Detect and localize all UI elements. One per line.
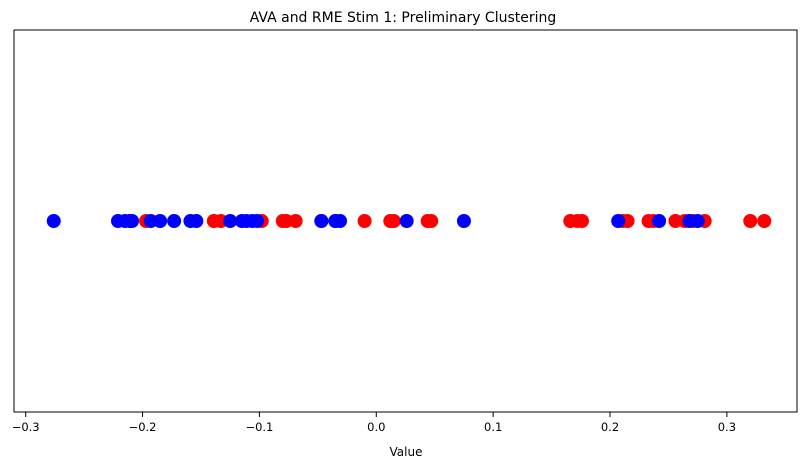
data-point <box>574 214 589 228</box>
data-point <box>386 214 401 228</box>
x-tick-label: 0.0 <box>367 420 385 434</box>
data-point <box>424 214 439 228</box>
data-point <box>357 214 372 228</box>
data-point <box>652 214 667 228</box>
plot-area-frame <box>13 29 798 413</box>
x-axis: −0.3 −0.2 −0.1 0.0 0.1 0.2 0.3 <box>12 412 736 434</box>
data-point <box>189 214 204 228</box>
data-point <box>611 214 626 228</box>
data-point <box>743 214 758 228</box>
data-point <box>456 214 471 228</box>
data-point <box>153 214 168 228</box>
data-point <box>125 214 140 228</box>
data-point <box>250 214 265 228</box>
x-tick-label: −0.2 <box>129 420 157 434</box>
x-tick-label: −0.1 <box>245 420 273 434</box>
data-point <box>399 214 414 228</box>
chart-title: AVA and RME Stim 1: Preliminary Clusteri… <box>250 10 557 26</box>
data-point <box>167 214 182 228</box>
data-point <box>333 214 348 228</box>
x-tick-label: 0.2 <box>601 420 619 434</box>
x-tick-label: 0.1 <box>484 420 502 434</box>
data-point <box>46 214 61 228</box>
x-tick-label: 0.3 <box>718 420 736 434</box>
data-points <box>46 214 772 228</box>
data-point <box>288 214 303 228</box>
data-point <box>223 214 238 228</box>
x-tick-label: −0.3 <box>12 420 40 434</box>
x-axis-label: Value <box>390 445 423 459</box>
data-point <box>757 214 772 228</box>
data-point <box>314 214 329 228</box>
data-point <box>690 214 705 228</box>
